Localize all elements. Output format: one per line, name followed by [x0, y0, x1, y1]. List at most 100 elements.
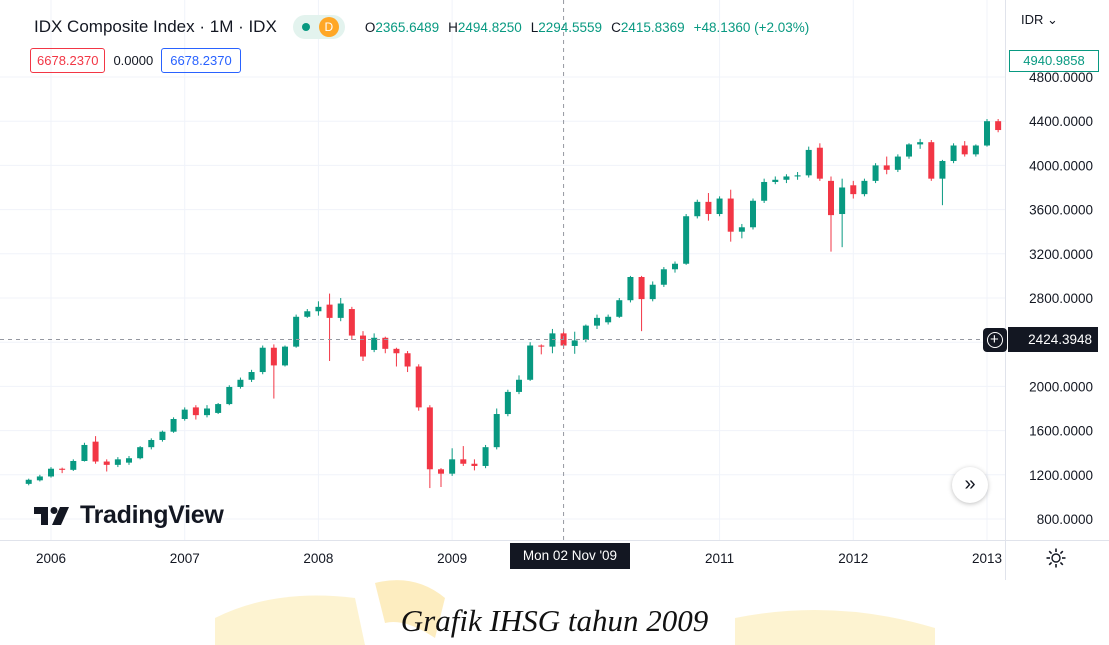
candle-body: [716, 198, 723, 215]
candle-body: [727, 198, 734, 232]
candle-body: [794, 175, 801, 177]
candle-body: [259, 347, 266, 373]
candle-body: [605, 316, 612, 323]
candle-body: [750, 200, 756, 228]
candle-body: [995, 121, 1002, 131]
candle-body: [883, 165, 890, 170]
tradingview-logo: TradingView: [34, 501, 224, 530]
candle-body: [148, 439, 155, 448]
candle-body: [237, 379, 244, 387]
candle-body: [192, 407, 199, 416]
close-label: C: [611, 19, 621, 35]
chart-header: IDX Composite Index · 1M · IDX D O 2365.6…: [34, 14, 809, 40]
candle-body: [426, 407, 433, 470]
candle-body: [839, 187, 846, 215]
candle-body: [137, 447, 144, 459]
x-tick-label: 2008: [303, 551, 333, 566]
y-tick-label: 3200.0000: [1029, 247, 1093, 262]
y-tick-label: 1200.0000: [1029, 468, 1093, 483]
low-value: 2294.5559: [538, 19, 603, 35]
x-tick-label: 2006: [36, 551, 66, 566]
candle-body: [638, 277, 645, 300]
symbol-title[interactable]: IDX Composite Index · 1M · IDX: [34, 17, 277, 36]
candle-body: [627, 277, 634, 301]
candle-body: [516, 379, 522, 392]
candle-body: [783, 176, 790, 180]
chart-canvas[interactable]: 800.00001200.00001600.00002000.00002400.…: [0, 0, 1109, 580]
candle-body: [939, 160, 946, 179]
indicator-legend: 6678.2370 0.0000 6678.2370: [30, 48, 241, 73]
indicator-value-mid: 0.0000: [113, 53, 154, 68]
candle-body: [872, 165, 879, 181]
crosshair-price-label: 2424.3948: [1008, 327, 1098, 352]
add-plus-icon[interactable]: +: [983, 328, 1007, 352]
high-value: 2494.8250: [457, 19, 522, 35]
candle-body: [705, 201, 712, 215]
candle-body: [159, 431, 166, 440]
price-chart[interactable]: 800.00001200.00001600.00002000.00002400.…: [0, 0, 1109, 580]
y-tick-label: 4000.0000: [1029, 158, 1093, 173]
candle-body: [694, 201, 701, 217]
chevron-down-icon: ⌄: [1047, 12, 1058, 27]
high-label: H: [448, 19, 458, 35]
candle-body: [738, 227, 745, 232]
candle-body: [460, 459, 467, 464]
low-label: L: [530, 19, 539, 35]
last-price-label: 4940.9858: [1009, 50, 1099, 72]
candle-body: [25, 479, 32, 484]
candle-body: [36, 476, 43, 481]
y-tick-label: 3600.0000: [1029, 203, 1093, 218]
candle-body: [293, 316, 300, 347]
candle-body: [126, 458, 132, 463]
candle-body: [672, 263, 678, 270]
candle-body: [326, 304, 333, 318]
gear-icon[interactable]: [1045, 547, 1067, 569]
x-tick-label: 2012: [838, 551, 868, 566]
candle-body: [404, 353, 411, 367]
candle-body: [828, 180, 834, 216]
candle-body: [538, 345, 545, 347]
market-status-badge[interactable]: D: [292, 15, 345, 39]
candle-body: [961, 145, 968, 155]
indicator-value-right[interactable]: 6678.2370: [161, 48, 241, 73]
currency-selector[interactable]: IDR ⌄: [1021, 12, 1058, 28]
y-tick-label: 4800.0000: [1029, 70, 1093, 85]
candle-body: [114, 459, 121, 465]
candle-body: [861, 180, 868, 195]
candle-body: [928, 142, 935, 179]
candle-body: [248, 372, 255, 380]
candle-body: [337, 303, 344, 318]
candle-body: [950, 145, 957, 161]
close-value: 2415.8369: [620, 19, 685, 35]
candle-body: [382, 337, 389, 349]
indicator-value-left[interactable]: 6678.2370: [30, 48, 106, 73]
change-value: +48.1360 (+2.03%): [693, 19, 810, 35]
candle-body: [906, 144, 912, 157]
candle-body: [917, 142, 924, 145]
candle-body: [48, 468, 54, 477]
ohlc-legend: O 2365.6489 H 2494.8250 L 2294.5559 C 2415.8…: [365, 20, 809, 35]
currency-label: IDR: [1021, 12, 1044, 27]
candle-body: [92, 441, 99, 462]
candle-body: [571, 340, 578, 346]
market-open-dot-icon: [301, 23, 310, 31]
candle-body: [894, 156, 901, 170]
candle-body: [215, 404, 222, 413]
candle-body: [304, 311, 311, 317]
candle-body: [660, 269, 667, 285]
candle-body: [81, 444, 88, 461]
candle-body: [415, 366, 422, 408]
open-label: O: [364, 19, 376, 35]
candle-body: [315, 306, 322, 312]
watermark-shape: [215, 580, 935, 645]
logo-text: TradingView: [80, 501, 224, 529]
candle-body: [805, 149, 812, 176]
candle-body: [393, 348, 400, 354]
scroll-to-realtime-button[interactable]: »: [952, 467, 988, 503]
candle-body: [972, 145, 979, 155]
y-tick-label: 4400.0000: [1029, 114, 1093, 129]
candle-body: [449, 459, 456, 474]
candle-body: [348, 309, 355, 336]
candle-body: [181, 409, 188, 419]
x-tick-label: 2007: [170, 551, 200, 566]
